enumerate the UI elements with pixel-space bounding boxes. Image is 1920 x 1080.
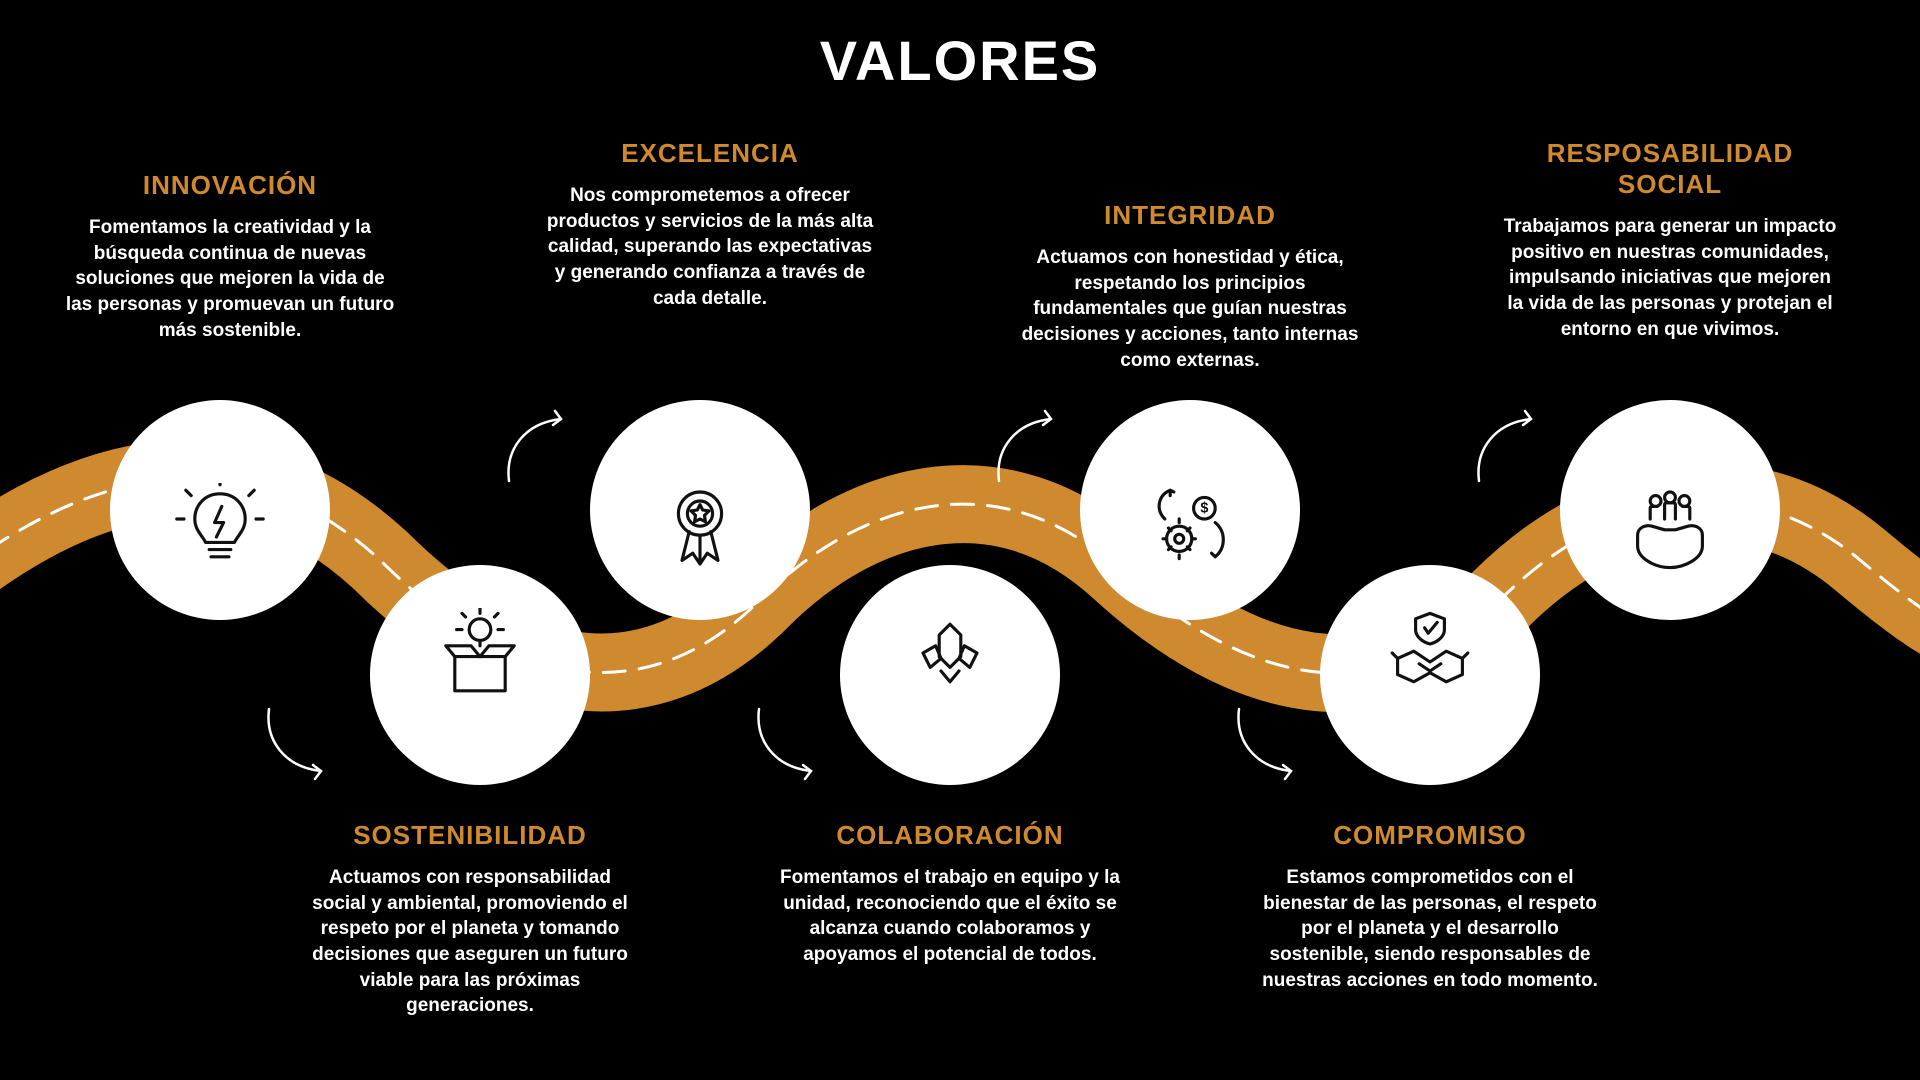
value-block-responsabilidad: RESPOSABILIDAD SOCIAL Trabajamos para ge…: [1500, 138, 1840, 342]
value-block-excelencia: EXCELENCIA Nos comprometemos a ofrecer p…: [540, 138, 880, 311]
value-block-integridad: INTEGRIDAD Actuamos con honestidad y éti…: [1020, 200, 1360, 373]
value-circle-colaboracion: [840, 565, 1060, 785]
value-block-compromiso: COMPROMISO Estamos comprometidos con el …: [1260, 820, 1600, 993]
page-title: VALORES: [0, 28, 1920, 93]
value-block-sostenibilidad: SOSTENIBILIDAD Actuamos con responsabili…: [300, 820, 640, 1019]
value-heading: INTEGRIDAD: [1020, 200, 1360, 231]
svg-text:$: $: [1200, 500, 1208, 516]
value-body: Nos comprometemos a ofrecer productos y …: [540, 183, 880, 311]
value-circle-responsabilidad: [1560, 400, 1780, 620]
value-circle-sostenibilidad: [370, 565, 590, 785]
value-heading: COLABORACIÓN: [780, 820, 1120, 851]
value-block-colaboracion: COLABORACIÓN Fomentamos el trabajo en eq…: [780, 820, 1120, 968]
flow-arrow-2: [745, 695, 835, 790]
value-heading: SOSTENIBILIDAD: [300, 820, 640, 851]
value-heading: RESPOSABILIDAD SOCIAL: [1500, 138, 1840, 200]
lightbulb-bolt-icon: [175, 443, 265, 578]
hands-together-icon: [905, 648, 995, 703]
value-body: Actuamos con honestidad y ética, respeta…: [1020, 245, 1360, 373]
flow-arrow-3: [985, 405, 1075, 500]
value-circle-integridad: $: [1080, 400, 1300, 620]
value-body: Actuamos con responsabilidad social y am…: [300, 865, 640, 1019]
value-circle-compromiso: [1320, 565, 1540, 785]
value-body: Fomentamos el trabajo en equipo y la uni…: [780, 865, 1120, 968]
value-heading: EXCELENCIA: [540, 138, 880, 169]
community-hands-icon: [1625, 443, 1715, 578]
box-idea-icon: [435, 648, 525, 703]
value-block-innovacion: INNOVACIÓN Fomentamos la creatividad y l…: [60, 170, 400, 343]
value-body: Trabajamos para generar un impacto posit…: [1500, 214, 1840, 342]
flow-arrow-0: [255, 695, 345, 790]
handshake-shield-icon: [1385, 648, 1475, 703]
flow-arrow-5: [1465, 405, 1555, 500]
value-body: Estamos comprometidos con el bienestar d…: [1260, 865, 1600, 993]
value-circle-excelencia: [590, 400, 810, 620]
award-ribbon-icon: [655, 443, 745, 578]
gears-money-icon: $: [1145, 443, 1235, 578]
flow-arrow-4: [1225, 695, 1315, 790]
infographic-stage: VALORES INNOVACIÓN Fomentamos la creativ…: [0, 0, 1920, 1080]
value-heading: COMPROMISO: [1260, 820, 1600, 851]
value-heading: INNOVACIÓN: [60, 170, 400, 201]
value-circle-innovacion: [110, 400, 330, 620]
flow-arrow-1: [495, 405, 585, 500]
value-body: Fomentamos la creatividad y la búsqueda …: [60, 215, 400, 343]
